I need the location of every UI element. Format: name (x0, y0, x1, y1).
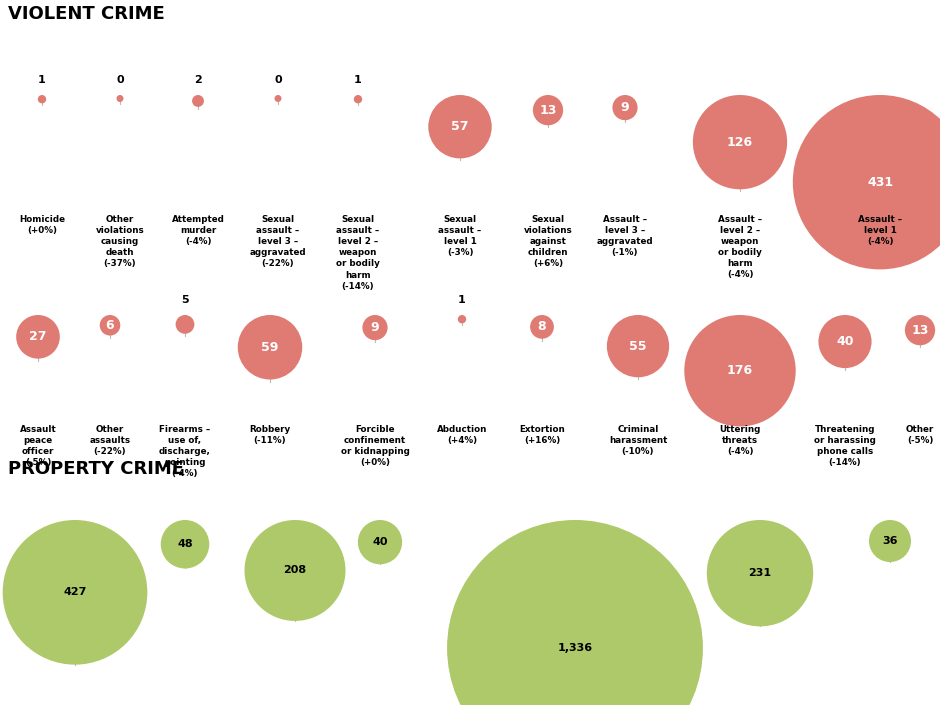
Text: 1: 1 (39, 75, 46, 85)
Circle shape (533, 95, 563, 125)
Text: Other
violations
causing
death
(-37%): Other violations causing death (-37%) (96, 215, 145, 269)
Text: 1: 1 (354, 75, 362, 85)
Text: 8: 8 (538, 320, 546, 333)
Text: Extortion
(+16%): Extortion (+16%) (519, 425, 565, 445)
Text: Robbery
(-11%): Robbery (-11%) (249, 425, 290, 445)
Text: Other
(-5%): Other (-5%) (906, 425, 934, 445)
Text: Firearms –
use of,
discharge,
pointing
(-4%): Firearms – use of, discharge, pointing (… (159, 425, 211, 479)
Circle shape (707, 520, 813, 626)
Circle shape (607, 315, 669, 377)
Text: 13: 13 (540, 104, 556, 116)
Text: 126: 126 (727, 135, 753, 149)
Circle shape (353, 95, 362, 104)
Text: 176: 176 (727, 364, 753, 377)
Text: 427: 427 (63, 587, 86, 597)
Text: 59: 59 (261, 341, 278, 354)
Text: Assault –
level 1
(-4%): Assault – level 1 (-4%) (858, 215, 902, 246)
Text: 0: 0 (274, 75, 282, 85)
Text: Assault –
level 3 –
aggravated
(-1%): Assault – level 3 – aggravated (-1%) (597, 215, 653, 257)
Text: Sexual
assault –
level 1
(-3%): Sexual assault – level 1 (-3%) (438, 215, 481, 257)
Circle shape (16, 315, 60, 359)
Circle shape (274, 95, 281, 102)
Text: 2: 2 (195, 75, 202, 85)
Text: 231: 231 (748, 568, 772, 578)
Text: Other
assaults
(-22%): Other assaults (-22%) (89, 425, 131, 456)
Text: 48: 48 (177, 539, 193, 549)
Circle shape (819, 315, 871, 368)
Circle shape (429, 95, 492, 159)
Circle shape (530, 315, 554, 339)
Text: Homicide
(+0%): Homicide (+0%) (19, 215, 65, 235)
Text: 55: 55 (629, 340, 647, 352)
Text: Sexual
assault –
level 2 –
weapon
or bodily
harm
(-14%): Sexual assault – level 2 – weapon or bod… (337, 215, 380, 290)
Text: 27: 27 (29, 331, 47, 343)
Text: 1: 1 (458, 295, 466, 305)
Text: Sexual
violations
against
children
(+6%): Sexual violations against children (+6%) (524, 215, 572, 269)
Circle shape (447, 520, 703, 705)
Text: 9: 9 (620, 101, 629, 114)
Circle shape (117, 95, 123, 102)
Text: 57: 57 (451, 121, 469, 133)
Text: 40: 40 (372, 537, 388, 547)
Circle shape (905, 315, 935, 345)
Text: 431: 431 (867, 176, 893, 189)
Text: 6: 6 (105, 319, 115, 332)
Text: Criminal
harassment
(-10%): Criminal harassment (-10%) (609, 425, 667, 456)
Circle shape (693, 95, 787, 189)
Circle shape (869, 520, 911, 562)
Circle shape (244, 520, 346, 621)
Circle shape (161, 520, 210, 568)
Text: Assault –
level 2 –
weapon
or bodily
harm
(-4%): Assault – level 2 – weapon or bodily har… (718, 215, 762, 279)
Text: Threatening
or harassing
phone calls
(-14%): Threatening or harassing phone calls (-1… (814, 425, 876, 467)
Circle shape (176, 315, 195, 333)
Text: 40: 40 (837, 335, 854, 348)
Circle shape (458, 315, 466, 324)
Circle shape (238, 315, 303, 379)
Circle shape (3, 520, 148, 665)
Text: 5: 5 (181, 295, 189, 305)
Text: Abduction
(+4%): Abduction (+4%) (437, 425, 487, 445)
Text: 36: 36 (883, 536, 898, 546)
Text: Uttering
threats
(-4%): Uttering threats (-4%) (719, 425, 760, 456)
Text: 0: 0 (117, 75, 124, 85)
Text: 13: 13 (911, 324, 929, 337)
Circle shape (192, 95, 204, 107)
Text: Sexual
assault –
level 3 –
aggravated
(-22%): Sexual assault – level 3 – aggravated (-… (250, 215, 306, 269)
Text: Forcible
confinement
or kidnapping
(+0%): Forcible confinement or kidnapping (+0%) (340, 425, 410, 467)
Text: Attempted
murder
(-4%): Attempted murder (-4%) (172, 215, 225, 246)
Text: PROPERTY CRIME: PROPERTY CRIME (8, 460, 184, 478)
Text: 208: 208 (284, 565, 306, 575)
Circle shape (100, 315, 120, 336)
Circle shape (792, 95, 940, 269)
Text: Assault
peace
officer
(-5%): Assault peace officer (-5%) (20, 425, 56, 467)
Circle shape (684, 315, 796, 427)
Circle shape (38, 95, 46, 104)
Circle shape (358, 520, 402, 564)
Text: 1,336: 1,336 (557, 643, 592, 653)
Circle shape (363, 315, 387, 341)
Circle shape (612, 95, 637, 120)
Text: VIOLENT CRIME: VIOLENT CRIME (8, 5, 164, 23)
Text: 9: 9 (370, 321, 380, 334)
